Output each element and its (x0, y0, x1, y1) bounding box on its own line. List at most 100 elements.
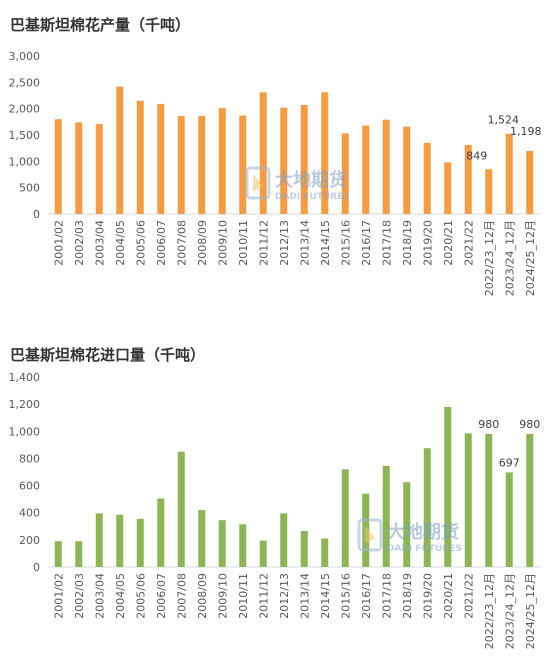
import-y-tick-label: 1,000 (9, 425, 41, 438)
import-bar-2020/21 (444, 406, 452, 567)
production-bar-2016/17 (362, 125, 370, 214)
production-x-tick-label: 2006/07 (155, 220, 168, 266)
production-bar-2003/04 (95, 123, 103, 214)
production-bar-2020/21 (444, 162, 452, 214)
import-x-tick-label: 2004/05 (114, 573, 127, 619)
production-x-tick-label: 2018/19 (401, 220, 414, 266)
import-x-tick-label: 2021/22 (462, 573, 475, 619)
production-x-tick-label: 2019/20 (421, 220, 434, 266)
production-x-tick-label: 2007/08 (175, 220, 188, 266)
production-bar-2011/12 (259, 92, 267, 214)
production-y-tick-label: 1,500 (9, 129, 41, 142)
import-x-tick-label: 2010/11 (237, 573, 250, 619)
production-bar-2014/15 (321, 92, 329, 214)
import-y-tick-label: 600 (19, 480, 40, 493)
import-x-tick-label: 2019/20 (421, 573, 434, 619)
production-bar-2012/13 (280, 107, 288, 214)
import-x-tick-label: 2018/19 (401, 573, 414, 619)
import-bar-2012/13 (280, 513, 288, 567)
import-x-tick-label: 2017/18 (380, 573, 393, 619)
production-bar-2007/08 (177, 116, 185, 214)
import-data-label: 980 (519, 418, 540, 431)
import-y-tick-label: 0 (33, 561, 40, 574)
production-x-tick-label: 2024/25_12月 (524, 220, 537, 296)
import-bar-2009/10 (218, 520, 226, 567)
production-bar-2024/25_12月 (526, 150, 534, 214)
import-x-tick-label: 2009/10 (216, 573, 229, 619)
production-y-tick-label: 2,000 (9, 103, 41, 116)
production-data-label: 849 (466, 149, 487, 162)
import-y-tick-label: 800 (19, 452, 40, 465)
import-bar-2024/25_12月 (526, 434, 534, 567)
import-y-tick-label: 1,200 (9, 398, 41, 411)
import-x-tick-label: 2013/14 (298, 573, 311, 619)
import-y-tick-label: 200 (19, 534, 40, 547)
production-bar-2006/07 (157, 103, 165, 214)
import-x-tick-label: 2008/09 (196, 573, 209, 619)
production-x-tick-label: 2020/21 (442, 220, 455, 266)
import-x-tick-label: 2003/04 (93, 573, 106, 619)
import-x-tick-label: 2020/21 (442, 573, 455, 619)
production-x-tick-label: 2001/02 (52, 220, 65, 266)
import-bar-2016/17 (362, 493, 370, 567)
production-x-tick-label: 2010/11 (237, 220, 250, 266)
production-bar-2008/09 (198, 116, 206, 214)
import-x-tick-label: 2006/07 (155, 573, 168, 619)
import-x-tick-label: 2016/17 (360, 573, 373, 619)
import-y-tick-label: 1,400 (9, 371, 41, 384)
import-x-tick-label: 2015/16 (339, 573, 352, 619)
production-bar-2009/10 (218, 108, 226, 214)
import-x-tick-label: 2023/24_12月 (503, 573, 516, 649)
import-bar-2005/06 (136, 518, 144, 567)
production-x-tick-label: 2023/24_12月 (503, 220, 516, 296)
production-x-tick-label: 2008/09 (196, 220, 209, 266)
import-bar-2019/20 (423, 448, 431, 567)
production-chart-panel: 巴基斯坦棉花产量（千吨） 0 500 1,000 1,500 2,000 2,500 3,0… (0, 0, 550, 328)
import-bar-2018/19 (403, 482, 411, 567)
import-bar-2008/09 (198, 510, 206, 567)
production-data-label: 1,524 (488, 114, 520, 127)
production-y-tick-label: 3,000 (9, 50, 41, 63)
production-bar-2021/22 (464, 145, 472, 214)
import-bar-2003/04 (95, 513, 103, 567)
import-x-tick-label: 2005/06 (134, 573, 147, 619)
import-y-tick-label: 400 (19, 507, 40, 520)
production-x-tick-label: 2004/05 (114, 220, 127, 266)
import-x-tick-label: 2012/13 (278, 573, 291, 619)
production-x-tick-label: 2022/23_12月 (483, 220, 496, 296)
import-x-tick-label: 2014/15 (319, 573, 332, 619)
production-x-tick-label: 2021/22 (462, 220, 475, 266)
import-chart-title: 巴基斯坦棉花进口量（千吨） (10, 346, 206, 364)
import-bar-2004/05 (116, 514, 124, 567)
production-bar-2005/06 (136, 100, 144, 214)
import-data-label: 980 (478, 418, 499, 431)
import-bar-2022/23_12月 (485, 434, 493, 567)
import-bar-2007/08 (177, 451, 185, 567)
import-x-tick-label: 2011/12 (257, 573, 270, 619)
import-x-tick-label: 2022/23_12月 (483, 573, 496, 649)
import-bar-2013/14 (300, 531, 308, 567)
import-x-tick-label: 2002/03 (73, 573, 86, 619)
production-x-tick-label: 2003/04 (93, 220, 106, 266)
production-y-tick-label: 1,000 (9, 155, 41, 168)
import-x-tick-label: 2007/08 (175, 573, 188, 619)
production-x-tick-label: 2015/16 (339, 220, 352, 266)
import-data-label: 697 (499, 456, 520, 469)
production-bar-2017/18 (382, 119, 390, 214)
production-bar-2013/14 (300, 104, 308, 214)
production-data-label: 1,198 (510, 125, 542, 138)
production-x-tick-label: 2011/12 (257, 220, 270, 266)
production-bar-2019/20 (423, 142, 431, 214)
import-bar-2015/16 (341, 469, 349, 567)
production-x-tick-label: 2012/13 (278, 220, 291, 266)
production-bar-2010/11 (239, 115, 247, 214)
import-x-tick-label: 2024/25_12月 (524, 573, 537, 649)
import-bar-2023/24_12月 (505, 472, 513, 567)
import-bar-2017/18 (382, 465, 390, 567)
import-bar-chart: 0 200 400 600 800 1,000 1,200 1,400 2001/02 2002/… (9, 371, 541, 649)
import-bar-2002/03 (75, 541, 83, 567)
import-bar-2011/12 (259, 540, 267, 567)
import-x-tick-label: 2001/02 (52, 573, 65, 619)
production-bar-2023/24_12月 (505, 133, 513, 214)
production-bar-2015/16 (341, 133, 349, 214)
